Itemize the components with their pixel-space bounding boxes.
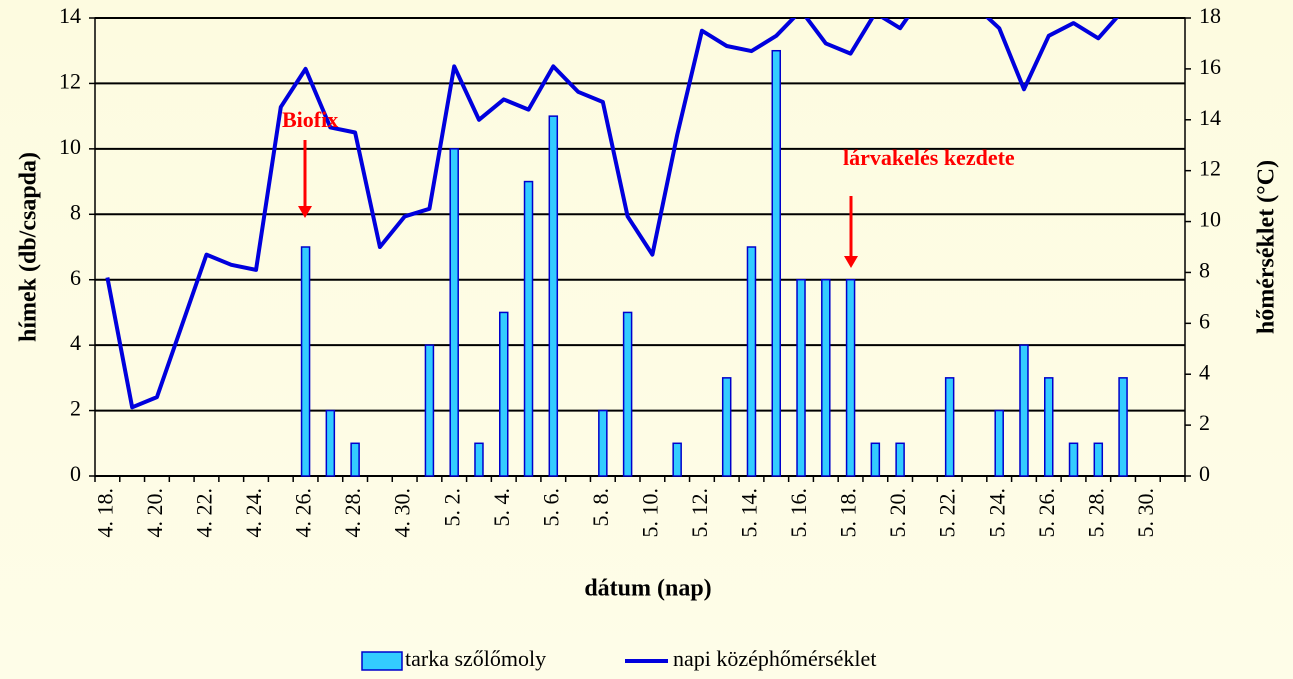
- bar: [944, 377, 955, 477]
- y2-axis-label: hőmérséklet (°C): [1254, 160, 1280, 334]
- x-tick-label: 5. 8.: [588, 488, 613, 527]
- x-tick-label: 5. 24.: [984, 488, 1009, 538]
- x-tick-label: 5. 16.: [786, 488, 811, 538]
- y-tick-label: 4: [70, 330, 81, 355]
- bar: [870, 442, 881, 477]
- bar: [672, 442, 682, 477]
- y-tick-label: 6: [70, 265, 81, 290]
- y-tick-label: 8: [70, 199, 81, 224]
- bar: [771, 49, 781, 477]
- bar: [350, 442, 360, 477]
- y2-tick-label: 6: [1199, 308, 1210, 333]
- x-tick-label: 4. 28.: [340, 488, 365, 538]
- x-tick-label: 4. 26.: [291, 488, 316, 538]
- legend-label: napi középhőmérséklet: [673, 646, 876, 671]
- x-tick-label: 5. 30.: [1133, 488, 1158, 538]
- x-tick-label: 5. 10.: [637, 488, 662, 538]
- x-tick-label: 4. 20.: [142, 488, 167, 538]
- y2-tick-label: 16: [1199, 54, 1221, 79]
- bar: [300, 246, 311, 477]
- x-tick-label: 4. 18.: [92, 488, 117, 538]
- bar: [821, 278, 831, 477]
- bar: [474, 442, 484, 477]
- x-axis-label: dátum (nap): [584, 576, 711, 602]
- x-tick-label: 5. 6.: [538, 488, 563, 527]
- annotation: lárvakelés kezdete: [843, 145, 1015, 170]
- y2-tick-label: 18: [1199, 3, 1221, 28]
- y-tick-label: 14: [59, 3, 81, 28]
- bar: [1044, 377, 1054, 477]
- y-tick-label: 2: [70, 396, 81, 421]
- legend-label: tarka szőlőmoly: [405, 646, 546, 671]
- bar: [1118, 377, 1128, 477]
- bar: [1068, 442, 1079, 477]
- bar: [424, 344, 435, 477]
- bar: [845, 278, 856, 477]
- bar: [548, 115, 559, 477]
- x-tick-label: 5. 18.: [836, 488, 861, 538]
- bar: [449, 148, 459, 477]
- bar: [325, 409, 336, 477]
- bar: [746, 246, 757, 477]
- x-tick-label: 5. 4.: [489, 488, 514, 527]
- bar: [895, 442, 905, 477]
- y2-tick-label: 2: [1199, 410, 1210, 435]
- x-tick-label: 5. 28.: [1083, 488, 1108, 538]
- x-tick-label: 4. 22.: [192, 488, 217, 538]
- x-tick-label: 4. 30.: [390, 488, 415, 538]
- bar: [622, 311, 633, 477]
- x-tick-label: 5. 14.: [737, 488, 762, 538]
- annotation-arrowhead: [298, 206, 312, 218]
- y2-tick-label: 12: [1199, 156, 1221, 181]
- y-tick-label: 12: [59, 68, 81, 93]
- bar: [721, 377, 732, 477]
- y2-tick-label: 8: [1199, 257, 1210, 282]
- y-tick-label: 0: [70, 461, 81, 486]
- y2-tick-label: 0: [1199, 461, 1210, 486]
- x-tick-label: 5. 20.: [885, 488, 910, 538]
- line: [105, 18, 1119, 410]
- y2-tick-label: 4: [1199, 359, 1210, 384]
- bar: [994, 409, 1004, 477]
- y2-tick-label: 10: [1199, 207, 1221, 232]
- bar: [499, 311, 509, 477]
- x-tick-label: 5. 26.: [1034, 488, 1059, 538]
- y-tick-label: 10: [59, 134, 81, 159]
- bar: [598, 409, 608, 477]
- x-tick-label: 5. 12.: [687, 488, 712, 538]
- bar: [1019, 344, 1029, 477]
- bar: [523, 180, 534, 477]
- annotation: Biofix: [282, 107, 338, 132]
- y-axis-label: hímek (db/csapda): [16, 152, 42, 342]
- x-tick-label: 5. 2.: [439, 488, 464, 527]
- y2-tick-label: 14: [1199, 105, 1221, 130]
- x-tick-label: 4. 24.: [241, 488, 266, 538]
- legend-swatch: [361, 651, 403, 671]
- x-tick-label: 5. 22.: [935, 488, 960, 538]
- bar: [1093, 442, 1104, 477]
- annotation-arrowhead: [844, 256, 858, 268]
- bar: [796, 278, 806, 477]
